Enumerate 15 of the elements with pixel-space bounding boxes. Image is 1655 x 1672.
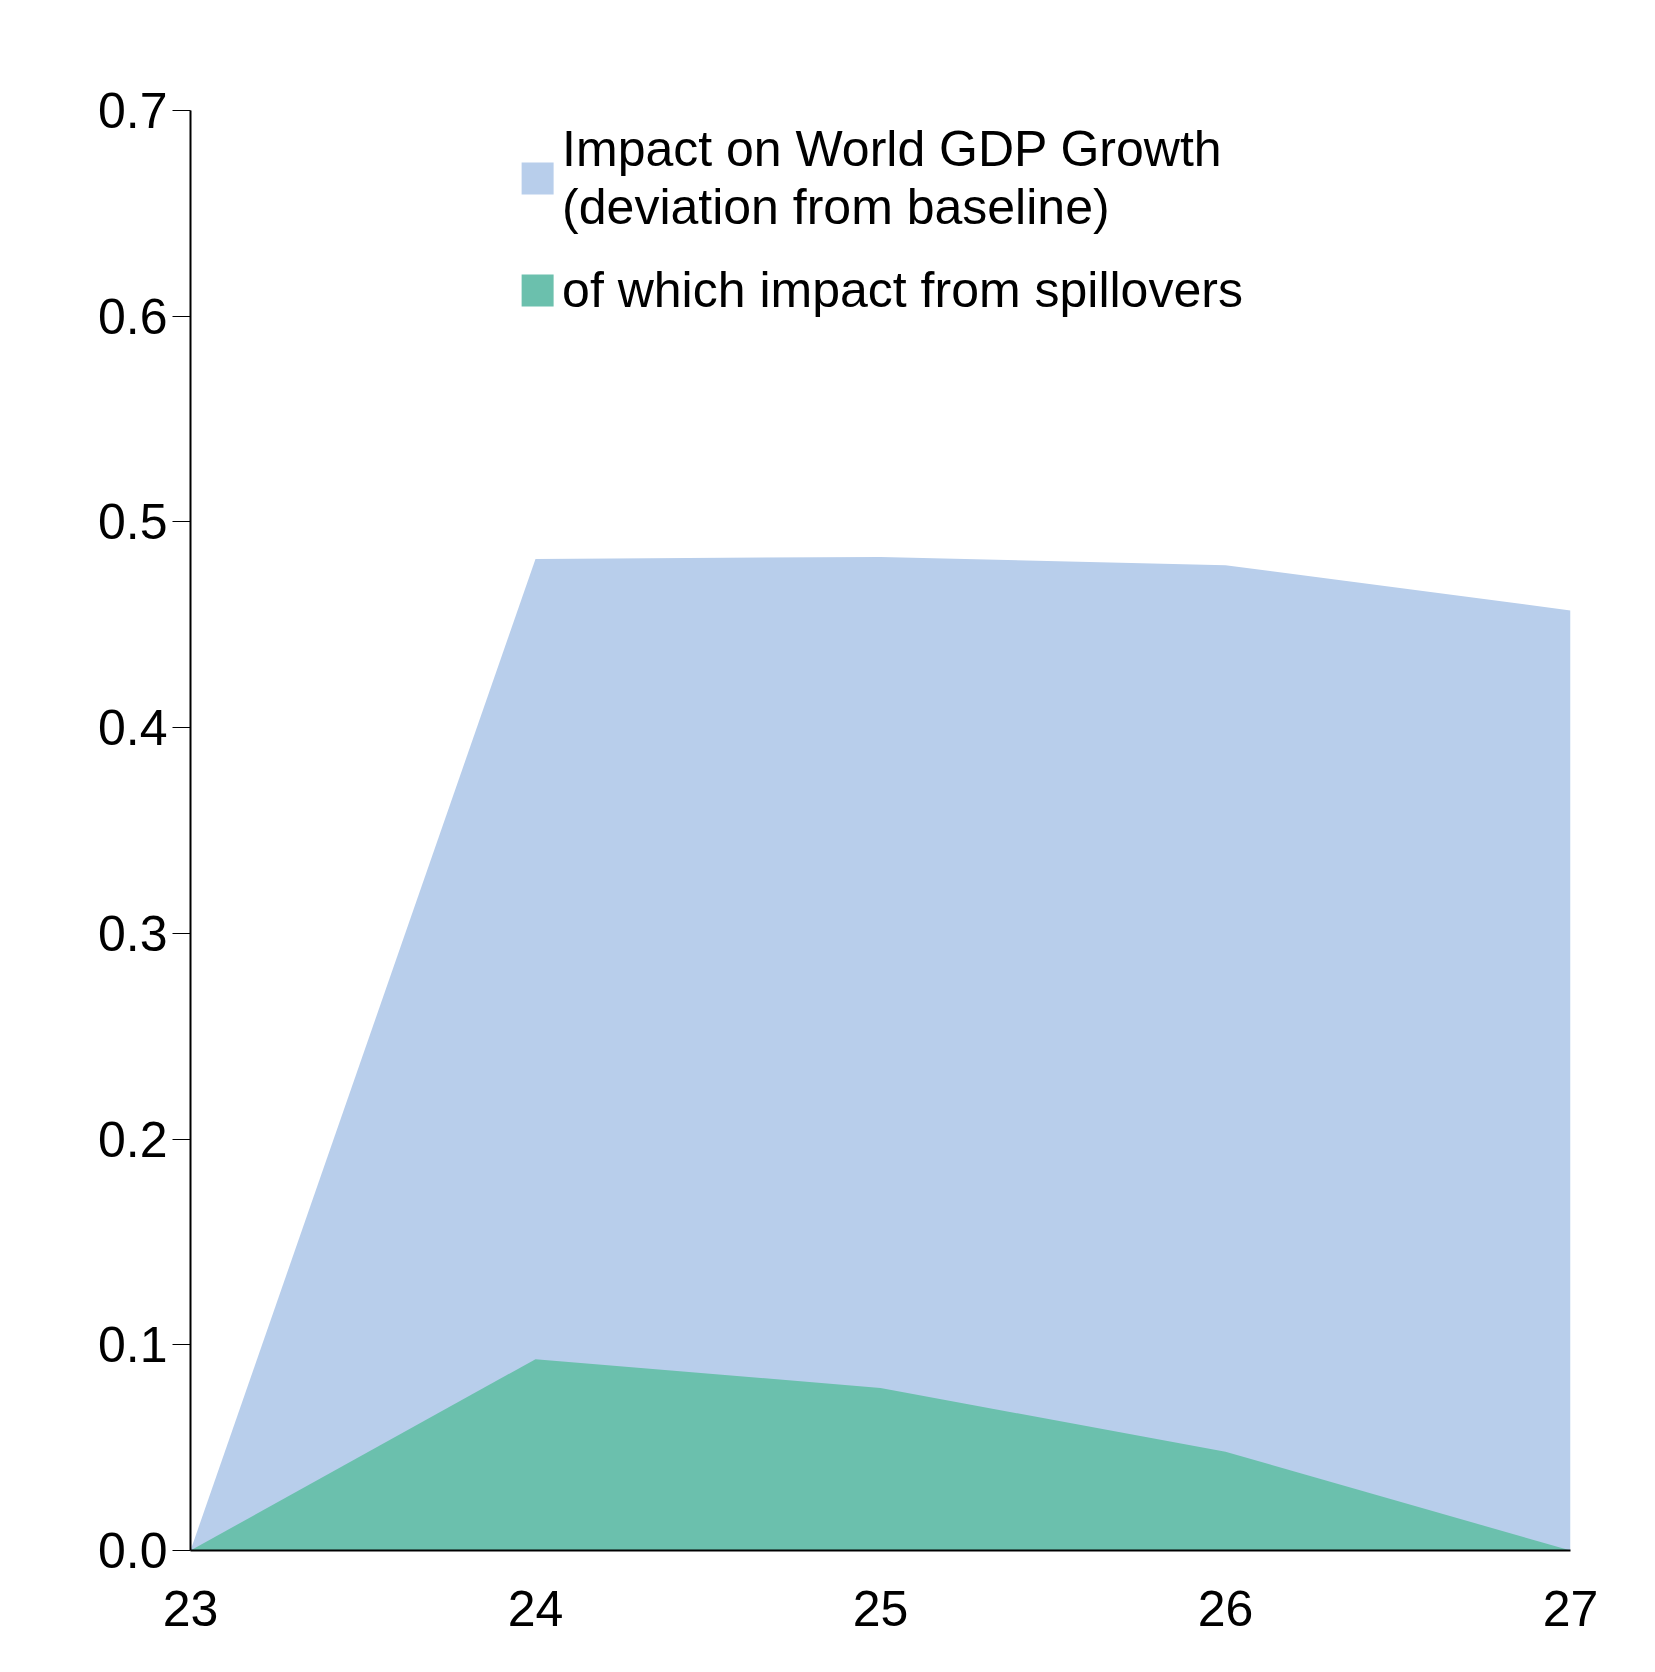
x-tick-label: 25	[852, 1580, 909, 1637]
y-tick-label: 0.1	[97, 1317, 168, 1374]
y-tick-label: 0.2	[97, 1111, 168, 1168]
y-tick-label: 0.4	[97, 700, 168, 757]
y-tick-label: 0.0	[97, 1523, 168, 1579]
legend-label: Impact on World GDP Growth (deviation from baseline)	[562, 120, 1222, 236]
y-tick-label: 0.6	[97, 288, 168, 345]
x-tick-label: 24	[507, 1580, 564, 1637]
y-tick-label: 0.3	[97, 905, 168, 962]
x-tick-label: 27	[1542, 1580, 1599, 1637]
y-tick-label: 0.7	[97, 83, 168, 139]
x-tick-label: 26	[1197, 1580, 1254, 1637]
x-tick-label: 23	[162, 1580, 219, 1637]
legend-label: of which impact from spillovers	[562, 261, 1243, 319]
y-tick-label: 0.5	[97, 494, 168, 551]
